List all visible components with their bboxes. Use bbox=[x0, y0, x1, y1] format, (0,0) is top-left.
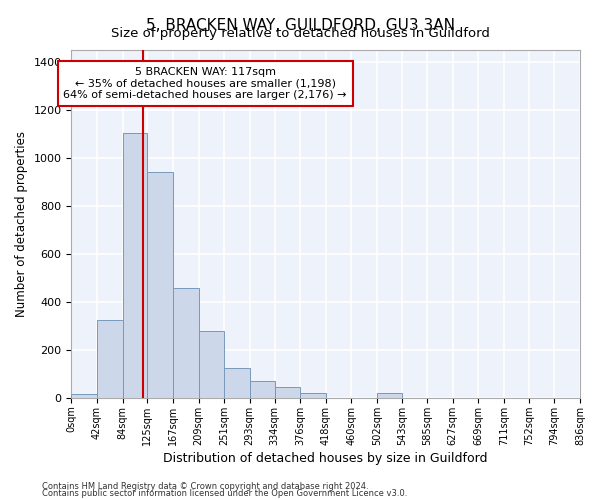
Text: 5 BRACKEN WAY: 117sqm
← 35% of detached houses are smaller (1,198)
64% of semi-d: 5 BRACKEN WAY: 117sqm ← 35% of detached … bbox=[64, 67, 347, 100]
Text: Size of property relative to detached houses in Guildford: Size of property relative to detached ho… bbox=[110, 28, 490, 40]
Bar bbox=[250, 381, 275, 398]
Bar bbox=[224, 368, 250, 398]
Bar bbox=[199, 330, 224, 398]
Bar bbox=[300, 393, 326, 398]
Bar bbox=[148, 172, 173, 398]
Bar bbox=[275, 387, 300, 398]
Bar bbox=[97, 320, 122, 398]
Text: Contains HM Land Registry data © Crown copyright and database right 2024.: Contains HM Land Registry data © Crown c… bbox=[42, 482, 368, 491]
X-axis label: Distribution of detached houses by size in Guildford: Distribution of detached houses by size … bbox=[163, 452, 488, 465]
Bar bbox=[122, 133, 148, 398]
Text: Contains public sector information licensed under the Open Government Licence v3: Contains public sector information licen… bbox=[42, 489, 407, 498]
Bar bbox=[173, 288, 199, 398]
Bar bbox=[377, 393, 402, 398]
Y-axis label: Number of detached properties: Number of detached properties bbox=[15, 131, 28, 317]
Text: 5, BRACKEN WAY, GUILDFORD, GU3 3AN: 5, BRACKEN WAY, GUILDFORD, GU3 3AN bbox=[146, 18, 455, 32]
Bar bbox=[71, 394, 97, 398]
